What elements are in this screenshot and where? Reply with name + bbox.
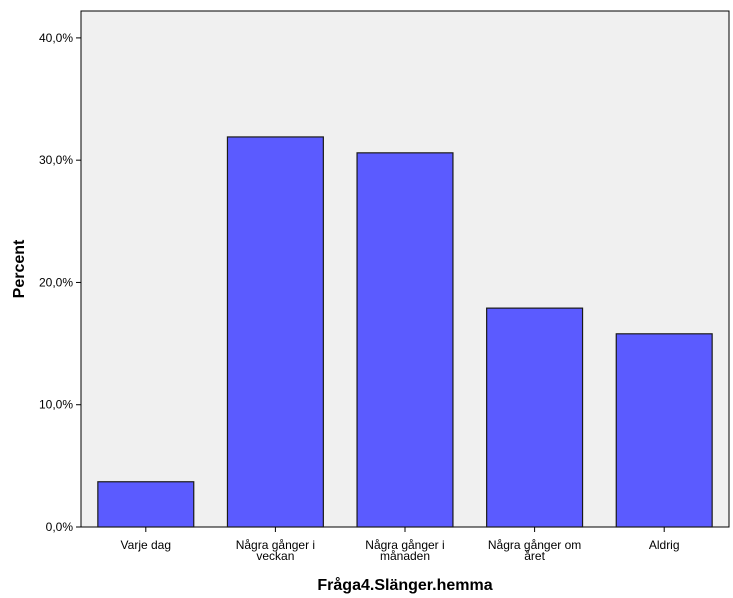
y-axis: 0,0% 10,0% 20,0% 30,0% 40,0% [39,31,81,534]
bar [356,152,454,528]
y-tick-label: 10,0% [39,398,73,412]
y-tick-label: 40,0% [39,31,73,45]
bar [486,307,584,528]
x-axis-title: Fråga4.Slänger.hemma [317,576,492,594]
bars-group [97,136,713,528]
x-tick-label: Varje dag [121,538,171,552]
y-tick-label: 0,0% [46,520,74,534]
x-tick-label: Några gånger i månaden [365,538,444,563]
y-tick-label: 20,0% [39,275,73,289]
bar [615,333,713,528]
x-tick-label: Aldrig [649,538,680,552]
x-axis: Varje dag Några gånger i veckan Några gånge… [121,527,680,563]
x-tick-label: Några gånger i veckan [236,538,315,563]
bar [226,136,324,528]
y-tick-label: 30,0% [39,153,73,167]
bar [97,481,195,528]
y-axis-title: Percent [11,239,28,298]
x-tick-label: Några gånger om året [488,538,581,563]
